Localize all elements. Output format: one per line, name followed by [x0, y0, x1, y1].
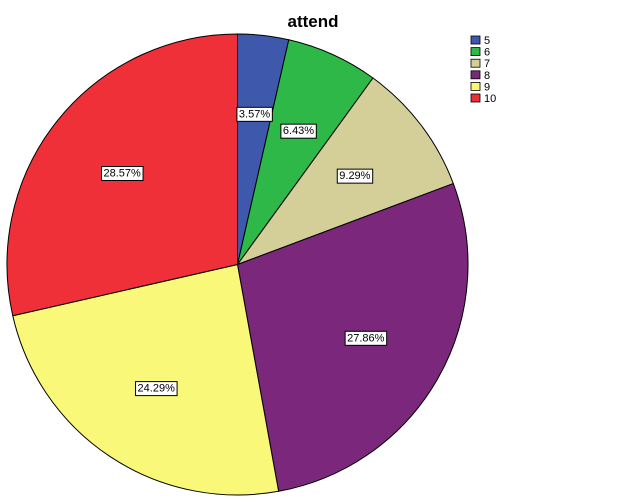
legend-item-8: 8 — [470, 70, 490, 82]
legend-item-6: 6 — [470, 47, 490, 59]
slice-label-box — [236, 106, 273, 122]
slice-label-text: 9.29% — [339, 170, 370, 182]
slice-data-label: 3.57% — [236, 106, 273, 122]
legend-item-9: 9 — [470, 81, 490, 93]
slice-label-text: 3.57% — [239, 108, 270, 120]
slice-label-box — [336, 168, 374, 184]
legend-item-7: 7 — [470, 58, 490, 70]
slice-data-label: 28.57% — [101, 166, 144, 182]
legend-label-6: 6 — [484, 47, 490, 59]
legend-label-5: 5 — [484, 35, 490, 47]
legend-label-9: 9 — [484, 81, 490, 93]
slice-label-text: 6.43% — [283, 125, 314, 137]
slice-data-label: 27.86% — [344, 330, 388, 346]
pie-slices — [6, 33, 469, 496]
slice-label-text: 28.57% — [104, 168, 142, 180]
legend-item-5: 5 — [470, 35, 490, 47]
chart-title: attend — [288, 12, 339, 31]
slice-data-label: 6.43% — [280, 123, 317, 139]
slice-data-label: 9.29% — [336, 168, 374, 184]
slice-label-box — [101, 166, 144, 182]
legend-label-7: 7 — [484, 58, 490, 70]
slice-label-text: 27.86% — [347, 332, 385, 344]
pie-slice-9 — [12, 264, 280, 496]
legend-swatch-7 — [470, 58, 481, 68]
legend-label-10: 10 — [484, 93, 496, 105]
slice-label-text: 24.29% — [138, 383, 176, 395]
slice-labels: 3.57% 6.43% 9.29% 27.86% 24.29% 28.57% — [101, 106, 388, 397]
slice-label-box — [280, 123, 317, 139]
slice-data-label: 24.29% — [135, 381, 178, 397]
legend-label-8: 8 — [484, 70, 490, 82]
slice-label-box — [135, 381, 178, 397]
legend-swatch-6 — [470, 47, 481, 56]
legend-item-10: 10 — [470, 93, 496, 105]
legend-swatch-5 — [470, 35, 481, 45]
legend-swatch-9 — [470, 82, 481, 91]
legend-swatch-8 — [470, 70, 481, 80]
slice-label-box — [344, 330, 388, 346]
legend-swatch-10 — [470, 93, 481, 103]
